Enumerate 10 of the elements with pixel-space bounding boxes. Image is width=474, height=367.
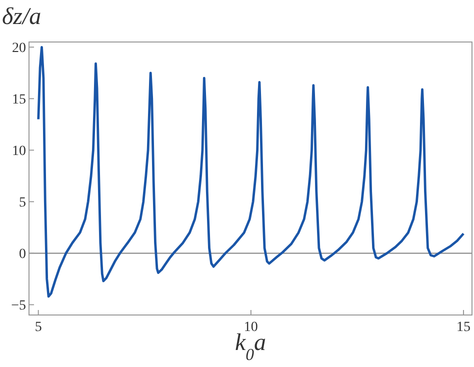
y-tick-label: 15 <box>12 92 26 108</box>
y-tick-label: 20 <box>12 41 26 56</box>
x-tick-label: 15 <box>456 320 470 335</box>
y-tick-label: 10 <box>12 144 26 160</box>
y-tick-label: 5 <box>19 196 26 211</box>
line-series <box>37 46 465 298</box>
y-axis-title: δz/a <box>2 4 42 30</box>
x-tick-label: 5 <box>34 320 42 335</box>
y-tick-label: 0 <box>19 247 26 262</box>
y-tick-label: −5 <box>11 298 26 314</box>
